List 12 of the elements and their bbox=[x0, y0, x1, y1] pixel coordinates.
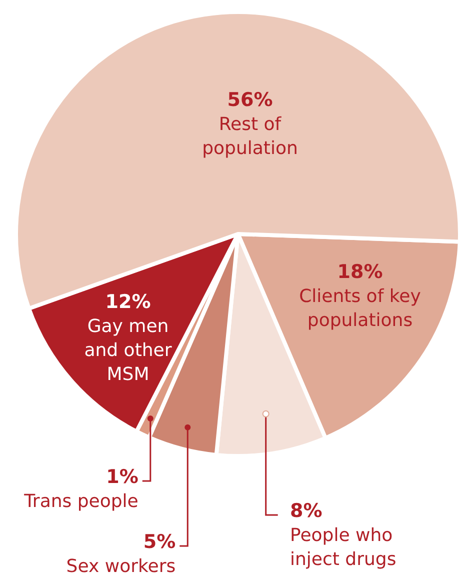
slice-label: Gay men and other MSM bbox=[84, 316, 172, 385]
slice-label: Rest of population bbox=[202, 114, 298, 159]
slice-label: Trans people bbox=[23, 491, 138, 512]
data-label: 8% bbox=[290, 500, 322, 522]
slice-label: People who inject drugs bbox=[290, 525, 396, 570]
slice-label: Clients of key populations bbox=[299, 286, 422, 331]
data-label: 56% bbox=[227, 89, 273, 111]
data-label: 18% bbox=[337, 261, 383, 283]
data-label: 12% bbox=[105, 291, 151, 313]
data-label: 1% bbox=[106, 466, 138, 488]
slice-label: Sex workers bbox=[66, 556, 176, 577]
data-label: 5% bbox=[143, 531, 176, 553]
